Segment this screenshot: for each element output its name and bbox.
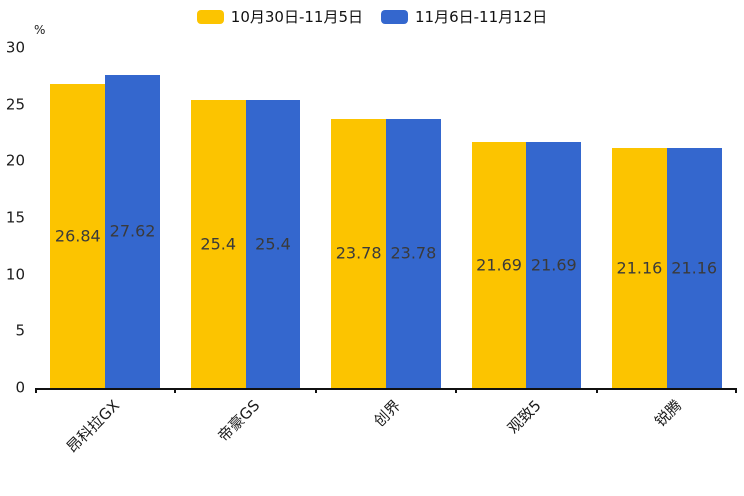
- bar-series-1: 21.69: [471, 142, 527, 388]
- legend-swatch-icon: [381, 9, 408, 24]
- y-axis-tick-label: 25: [5, 95, 25, 114]
- bar-value-label: 25.4: [200, 234, 237, 254]
- bar-value-label: 25.4: [255, 234, 291, 254]
- bar-group: 21.16 21.16 锐腾: [597, 48, 737, 430]
- y-axis-tick-label: 15: [5, 208, 25, 227]
- bar-series-1: 21.16: [612, 148, 667, 388]
- y-axis-tick-label: 30: [5, 38, 25, 57]
- bar-series-2: 21.69: [526, 142, 582, 388]
- bar-value-label: 23.78: [390, 243, 437, 263]
- bar-groups: 26.84 27.62 昂科拉GX 25.4 25.4 帝豪GS 23.78 23.78 创界 2…: [35, 48, 737, 456]
- x-axis-tick-mark: [314, 388, 317, 393]
- bar-series-1: 23.78: [331, 118, 387, 388]
- category-label: 锐腾: [651, 396, 685, 431]
- legend-item: 10月30日-11月5日: [196, 6, 363, 27]
- bar-group: 25.4 25.4 帝豪GS: [175, 48, 315, 445]
- bar-value-label: 21.69: [530, 255, 577, 275]
- legend-item: 11月6日-11月12日: [381, 6, 547, 27]
- bar-series-2: 25.4: [245, 100, 301, 388]
- bar-group: 23.78 23.78 创界: [316, 48, 456, 430]
- chart-legend: 10月30日-11月5日 11月6日-11月12日: [0, 6, 744, 27]
- legend-label: 11月6日-11月12日: [415, 8, 548, 26]
- bar-series-2: 21.16: [666, 148, 722, 388]
- x-axis-tick-mark: [174, 388, 177, 393]
- bar-group: 21.69 21.69 观致5: [456, 48, 596, 437]
- bar-series-1: 25.4: [190, 100, 246, 388]
- y-axis-tick-label: 5: [15, 321, 25, 340]
- category-label: 昂科拉GX: [63, 396, 124, 457]
- x-axis-tick-mark: [455, 388, 458, 393]
- y-axis-tick-label: 20: [5, 151, 25, 170]
- bar-value-label: 26.84: [54, 226, 101, 246]
- category-label: 帝豪GS: [214, 396, 264, 446]
- plot-area: 0 5 10 15 20 25 30 26.84 27.62 昂科拉GX 25.4 25.4 帝豪GS…: [6, 40, 737, 456]
- bar-series-1: 26.84: [50, 83, 106, 388]
- bar-series-2: 27.62: [105, 74, 160, 388]
- x-axis-tick-mark: [35, 388, 37, 393]
- y-axis-unit-label: %: [34, 23, 46, 37]
- x-axis-tick-mark: [595, 388, 598, 393]
- bar-value-label: 21.16: [671, 258, 718, 278]
- legend-label: 10月30日-11月5日: [230, 8, 363, 26]
- bar-value-label: 27.62: [109, 221, 156, 241]
- bar-series-2: 23.78: [386, 118, 441, 388]
- legend-swatch-icon: [196, 9, 224, 24]
- bar-group: 26.84 27.62 昂科拉GX: [35, 48, 175, 456]
- y-axis-tick-label: 10: [5, 265, 25, 284]
- bar-value-label: 21.69: [476, 255, 522, 275]
- category-label: 创界: [370, 396, 405, 431]
- bar-value-label: 21.16: [616, 258, 663, 278]
- y-axis-tick-label: 0: [15, 378, 25, 397]
- category-label: 观致5: [503, 396, 545, 438]
- x-axis-tick-mark: [735, 388, 737, 393]
- bar-value-label: 23.78: [335, 243, 382, 263]
